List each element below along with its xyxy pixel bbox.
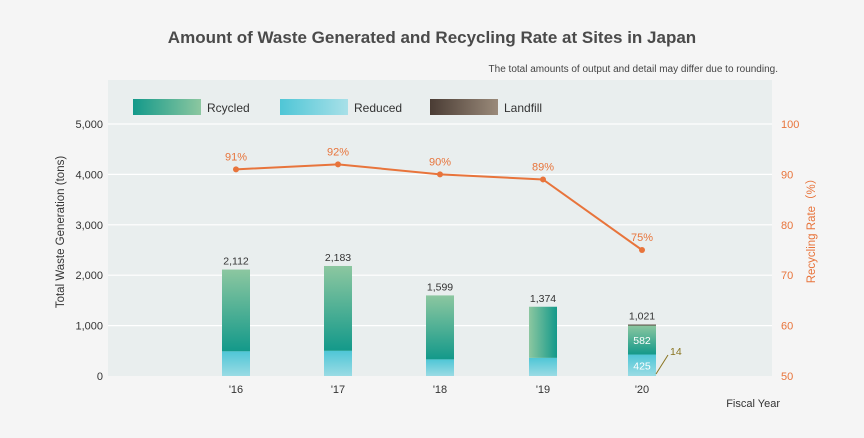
rate-point <box>540 176 546 183</box>
right-axis-ticks: 50 60 70 80 90 100 <box>781 119 799 383</box>
x-tick-label: '18 <box>433 384 447 396</box>
legend-swatch-recycled <box>133 99 201 115</box>
y-tick-left: 2,000 <box>75 270 103 282</box>
y-tick-right: 70 <box>781 270 793 282</box>
y-axis-title-left: Total Waste Generation (tons) <box>55 156 67 309</box>
y-tick-left: 0 <box>97 371 103 383</box>
rate-point <box>639 247 645 253</box>
bar-reduced <box>529 357 557 376</box>
y-tick-right: 60 <box>781 321 793 333</box>
rate-label: 90% <box>429 156 451 168</box>
rate-point <box>335 161 341 168</box>
landfill-leader-line <box>655 354 669 375</box>
segment-label-landfill: 14 <box>670 346 682 358</box>
x-tick-label: '19 <box>536 384 550 396</box>
bar-total-label: 2,112 <box>223 256 249 268</box>
left-axis-ticks: 0 1,000 2,000 3,000 4,000 5,000 <box>75 119 103 383</box>
bar-total-label: 1,021 <box>629 311 655 323</box>
legend-swatch-landfill <box>430 99 498 115</box>
bars: 2,112 2,183 1,599 1,374 1,021 582 425 14 <box>222 252 682 376</box>
y-tick-right: 100 <box>781 119 799 131</box>
y-tick-left: 4,000 <box>75 169 103 181</box>
chart-title: Amount of Waste Generated and Recycling … <box>167 28 697 47</box>
legend-label-recycled: Rcycled <box>207 101 250 115</box>
bar-total-label: 1,374 <box>530 293 556 305</box>
bar-recycled <box>529 306 557 358</box>
x-tick-label: '17 <box>331 384 345 396</box>
bar-recycled <box>222 269 250 352</box>
y-tick-right: 90 <box>781 169 793 181</box>
legend-swatch-reduced <box>280 99 348 115</box>
x-axis-title: Fiscal Year <box>726 398 780 410</box>
rate-label: 89% <box>532 161 554 173</box>
segment-label-reduced: 425 <box>633 360 651 372</box>
y-axis-title-right: Recycling Rate（%） <box>805 173 818 284</box>
y-tick-left: 1,000 <box>75 321 103 333</box>
x-tick-label: '16 <box>229 384 243 396</box>
y-tick-left: 5,000 <box>75 119 103 131</box>
bar-total-label: 1,599 <box>427 281 453 293</box>
legend: Rcycled Reduced Landfill <box>133 99 542 115</box>
bar-recycled <box>324 265 352 351</box>
bar-reduced <box>628 354 656 376</box>
bar-recycled <box>426 295 454 360</box>
recycling-rate-line: 91% 92% 90% 89% 75% <box>225 146 653 253</box>
y-tick-left: 3,000 <box>75 220 103 232</box>
rate-label: 91% <box>225 151 247 163</box>
segment-label-recycled: 582 <box>633 335 651 347</box>
bar-landfill <box>628 324 656 326</box>
legend-label-reduced: Reduced <box>354 101 402 115</box>
rate-point <box>233 166 239 173</box>
x-axis-ticks: '16 '17 '18 '19 '20 <box>229 384 649 396</box>
rate-label: 92% <box>327 146 349 158</box>
rate-label: 75% <box>631 232 653 244</box>
bar-recycled <box>628 325 656 355</box>
legend-label-landfill: Landfill <box>504 101 542 115</box>
x-tick-label: '20 <box>635 384 649 396</box>
bar-reduced <box>426 359 454 376</box>
y-tick-right: 50 <box>781 371 793 383</box>
bar-reduced <box>324 350 352 376</box>
rate-point <box>437 171 443 178</box>
bar-total-label: 2,183 <box>325 252 351 264</box>
y-tick-right: 80 <box>781 220 793 232</box>
rounding-note: The total amounts of output and detail m… <box>488 64 778 75</box>
bar-reduced <box>222 351 250 376</box>
